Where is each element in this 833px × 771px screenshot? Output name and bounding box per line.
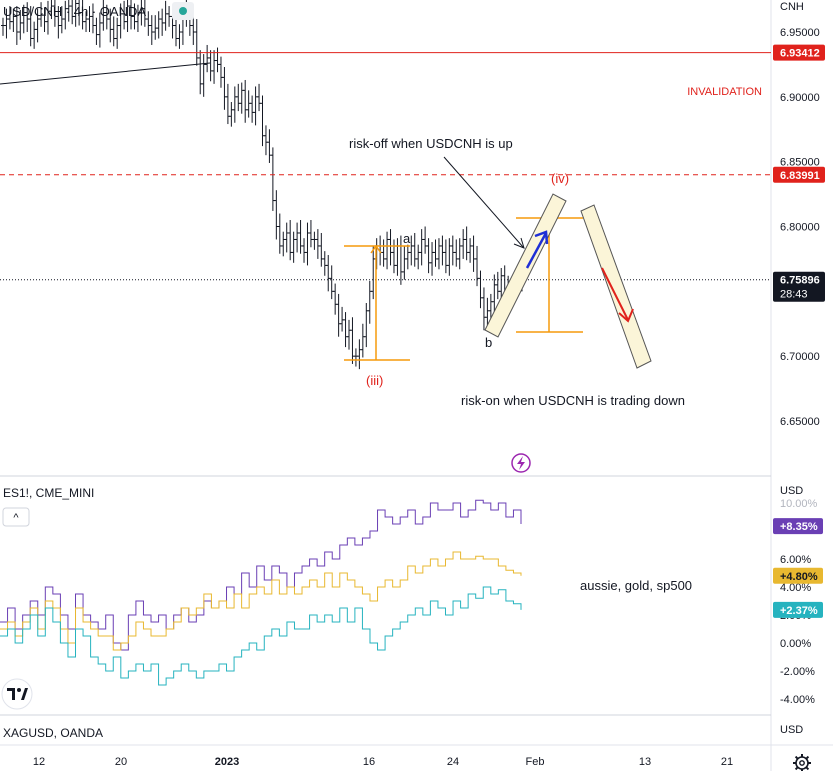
price-badges: 6.93412 6.83991 6.75896 28:43	[773, 44, 825, 302]
yellow-series-badge: +4.80%	[780, 571, 818, 583]
sub-tick-label: 0.00%	[780, 638, 811, 650]
dashed-level-price-badge: 6.83991	[780, 170, 820, 182]
time-tick-label: 20	[115, 756, 127, 768]
wave-iii-label: (iii)	[366, 373, 383, 388]
up-channel[interactable]	[484, 193, 567, 338]
price-tick-label: 6.85000	[780, 157, 820, 169]
wave-b-label: b	[485, 335, 492, 350]
red-down-arrow	[601, 267, 634, 323]
price-tick-label: 6.70000	[780, 351, 820, 363]
invalidation-label: INVALIDATION	[687, 86, 762, 98]
sub-tick-label: -4.00%	[780, 694, 815, 706]
time-tick-label: 16	[363, 756, 375, 768]
dashed-level-price-badge-bg	[773, 166, 825, 183]
trendline[interactable]	[0, 62, 211, 85]
risk-off-note: risk-off when USDCNH is up	[349, 136, 513, 151]
sub-tick-label: 6.00%	[780, 554, 811, 566]
time-tick-label: 13	[639, 756, 651, 768]
time-axis[interactable]: 12 20 2023 16 24 Feb 13 21	[33, 756, 733, 768]
countdown-badge: 28:43	[780, 289, 808, 301]
time-tick-label: 2023	[215, 756, 239, 768]
last-price-badge-bg	[773, 271, 825, 302]
purple-series-badge: +8.35%	[780, 521, 818, 533]
sub-symbol-title-2[interactable]: XAGUSD, OANDA	[3, 726, 103, 740]
time-tick-label: 21	[721, 756, 733, 768]
price-tick-label: 6.65000	[780, 416, 820, 428]
main-symbol-title[interactable]: USD/CNH · 4h · OANDA	[3, 4, 146, 19]
legend-note: aussie, gold, sp500	[580, 578, 692, 593]
price-unit: CNH	[780, 1, 804, 13]
sub-tick-label: 4.00%	[780, 582, 811, 594]
down-channel[interactable]	[580, 204, 652, 369]
wave-iv-label: (iv)	[551, 171, 569, 186]
yellow-series-badge-bg	[773, 567, 823, 584]
comparison-series-line	[0, 499, 522, 651]
callout-arrow	[443, 156, 525, 249]
time-tick-label: Feb	[526, 756, 545, 768]
purple-series-badge-bg	[773, 518, 823, 535]
status-dot-icon	[179, 7, 187, 15]
invalidation-price-badge: 6.93412	[780, 48, 820, 60]
comparison-lines	[0, 499, 522, 686]
comparison-series-line	[0, 551, 522, 651]
price-tick-label: 6.90000	[780, 92, 820, 104]
lightning-icon[interactable]	[511, 453, 531, 473]
time-tick-label: 24	[447, 756, 459, 768]
sub-unit-2: USD	[780, 724, 803, 736]
sub-unit: USD	[780, 485, 803, 497]
sub-badges: +8.35% +4.80% +2.37%	[773, 518, 823, 618]
teal-series-badge: +2.37%	[780, 605, 818, 617]
teal-series-badge-bg	[773, 601, 823, 618]
risk-on-note: risk-on when USDCNH is trading down	[461, 393, 685, 408]
sub-tick-label: 10.00%	[780, 498, 818, 510]
collapse-button[interactable]	[2, 507, 30, 527]
price-tick-label: 6.95000	[780, 27, 820, 39]
sub-symbol-title[interactable]: ES1!, CME_MINI	[3, 486, 94, 500]
sub-tick-label: -2.00%	[780, 666, 815, 678]
price-tick-label: 6.80000	[780, 222, 820, 234]
invalidation-price-badge-bg	[773, 44, 825, 61]
wave-a-label: a	[403, 231, 411, 246]
last-price-badge: 6.75896	[780, 275, 820, 287]
tradingview-logo-icon[interactable]	[1, 678, 33, 710]
measure-tool-1[interactable]	[344, 244, 410, 361]
collapse-chevron-icon: ^	[13, 512, 19, 524]
time-tick-label: 12	[33, 756, 45, 768]
comparison-series-line	[0, 586, 522, 686]
blue-up-arrow	[525, 230, 549, 269]
